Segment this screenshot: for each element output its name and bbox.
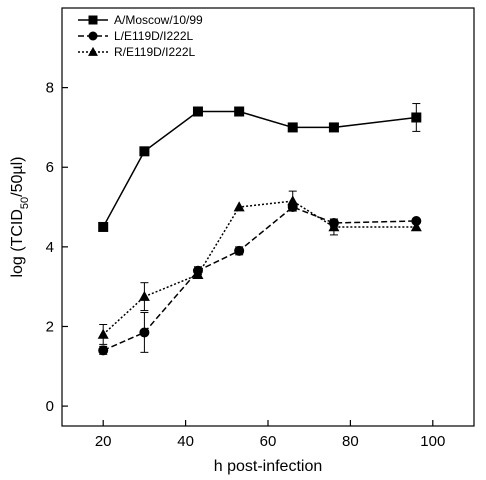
data-point [328, 122, 339, 133]
legend-marker [88, 31, 98, 41]
legend-label: A/Moscow/10/99 [114, 13, 203, 27]
legend: A/Moscow/10/99 L/E119D/I222L R/E119D/I222L [78, 13, 203, 59]
data-point [192, 106, 203, 117]
y-tick-label: 4 [46, 239, 54, 256]
x-tick-label: 100 [420, 433, 445, 450]
data-point [192, 268, 204, 280]
data-point [328, 221, 340, 232]
x-axis-label: h post-infection [214, 458, 323, 475]
legend-label: R/E119D/I222L [114, 45, 195, 59]
x-tick-label: 60 [260, 433, 277, 450]
data-point [234, 106, 245, 117]
series-line [102, 200, 417, 335]
data-point [139, 146, 150, 157]
y-tick-label: 8 [46, 80, 54, 97]
data-point [411, 215, 422, 226]
series-line [102, 206, 417, 352]
x-tick-label: 80 [342, 433, 359, 450]
data-point [233, 201, 245, 212]
plot-frame [61, 7, 475, 427]
x-axis: 20 40 60 80 100 [95, 420, 445, 450]
data-point [410, 221, 422, 232]
legend-marker [88, 15, 98, 25]
data-point [97, 328, 109, 339]
data-point [411, 112, 422, 123]
y-axis: 0 2 4 6 8 [46, 80, 68, 415]
x-tick-label: 20 [95, 433, 112, 450]
series-line [102, 110, 417, 228]
data-point [139, 327, 150, 338]
legend-label: L/E119D/I222L [114, 29, 193, 43]
y-tick-label: 0 [46, 398, 54, 415]
series-3 [97, 190, 422, 345]
data-point [138, 290, 150, 301]
legend-marker [88, 46, 98, 56]
y-tick-label: 2 [46, 318, 54, 335]
series-layer [97, 103, 422, 356]
x-tick-label: 40 [177, 433, 194, 450]
data-point [287, 122, 298, 133]
y-tick-label: 6 [46, 159, 54, 176]
data-point [287, 195, 299, 206]
data-point [234, 245, 245, 256]
y-axis-label: log (TCID50/50µl) [9, 156, 31, 277]
series-2 [98, 202, 422, 356]
data-point [98, 345, 109, 356]
data-point [98, 221, 109, 232]
series-1 [98, 103, 422, 232]
